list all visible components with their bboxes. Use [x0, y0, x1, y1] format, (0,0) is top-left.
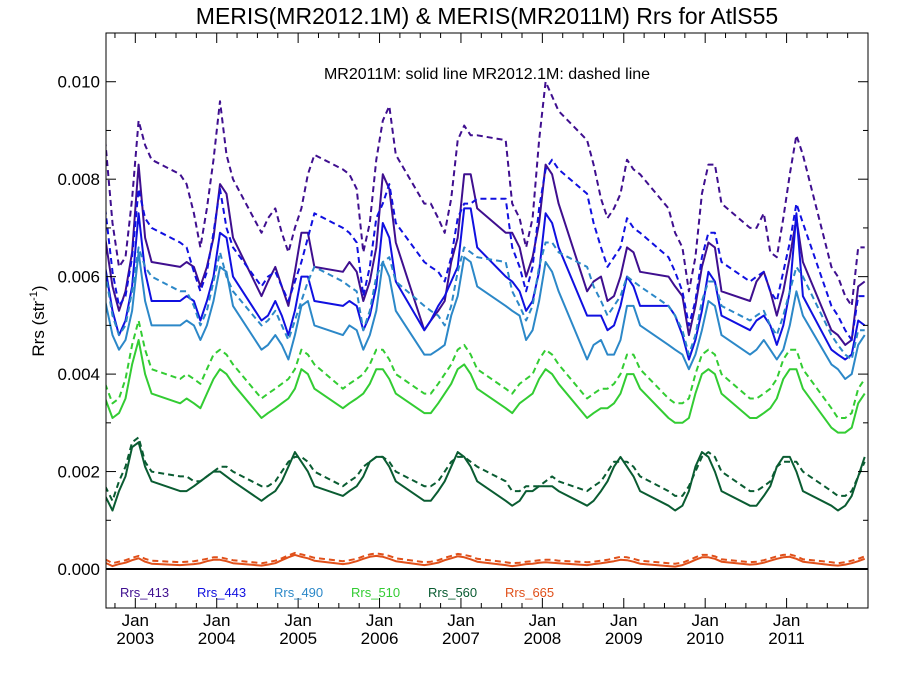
legend-item-rrs-665: Rrs_665 [505, 585, 554, 600]
rrs-490-solid-line [106, 251, 866, 380]
rrs-510-solid-line [106, 339, 866, 434]
rrs-665-dashed-line [106, 551, 866, 565]
x-tick-month-label: Jan [610, 611, 637, 630]
legend-item-rrs-510: Rrs_510 [351, 585, 400, 600]
x-tick-year-label: 2003 [116, 629, 154, 648]
x-tick-year-label: 2010 [686, 629, 724, 648]
x-tick-year-label: 2007 [442, 629, 480, 648]
rrs-490-dashed-line [106, 241, 865, 361]
y-tick-label: 0.010 [57, 73, 100, 92]
rrs-510-dashed-line [106, 319, 866, 419]
rrs-443-dashed-line [106, 158, 865, 341]
line-style-annotation: MR2011M: solid line MR2012.1M: dashed li… [324, 66, 650, 83]
x-tick-year-label: 2008 [523, 629, 561, 648]
rrs-560-solid-line [106, 441, 866, 512]
x-tick-month-label: Jan [366, 611, 393, 630]
y-axis-label-superscript: -1 [28, 291, 40, 301]
x-tick-month-label: Jan [529, 611, 556, 630]
x-tick-month-label: Jan [773, 611, 800, 630]
plot-area [106, 80, 868, 571]
rrs-413-solid-line [106, 163, 866, 346]
x-tick-month-label: Jan [122, 611, 149, 630]
x-tick-year-label: 2011 [768, 629, 805, 648]
axis-ticks: 0.0000.0020.0040.0060.0080.010Jan2003Jan… [57, 33, 868, 648]
x-tick-year-label: 2006 [361, 629, 399, 648]
series-group [106, 80, 868, 571]
x-tick-month-label: Jan [447, 611, 474, 630]
y-tick-label: 0.006 [57, 268, 100, 287]
plot-frame [105, 32, 869, 609]
x-tick-year-label: 2004 [198, 629, 236, 648]
legend: Rrs_413 Rrs_443 Rrs_490 Rrs_510 Rrs_560 Rrs_6… [120, 585, 554, 600]
rrs-443-solid-line [106, 207, 866, 361]
legend-item-rrs-490: Rrs_490 [274, 585, 323, 600]
x-tick-month-label: Jan [691, 611, 718, 630]
y-axis-label-main: Rrs (str [29, 301, 48, 357]
legend-item-rrs-443: Rrs_443 [197, 585, 246, 600]
x-tick-month-label: Jan [203, 611, 230, 630]
y-tick-label: 0.002 [57, 463, 100, 482]
y-axis-label-end: ) [29, 285, 48, 291]
y-tick-label: 0.008 [57, 170, 100, 189]
x-tick-month-label: Jan [284, 611, 311, 630]
x-tick-year-label: 2005 [279, 629, 317, 648]
rrs-560-dashed-line [106, 436, 866, 502]
x-tick-year-label: 2009 [605, 629, 643, 648]
y-axis-label: Rrs (str-1) [28, 285, 48, 356]
rrs-413-dashed-line [106, 80, 865, 307]
y-tick-label: 0.000 [57, 560, 100, 579]
y-tick-label: 0.004 [57, 365, 100, 384]
chart-title: MERIS(MR2012.1M) & MERIS(MR2011M) Rrs fo… [196, 3, 778, 29]
legend-item-rrs-560: Rrs_560 [428, 585, 477, 600]
rrs-665-solid-line [106, 553, 866, 568]
legend-item-rrs-413: Rrs_413 [120, 585, 169, 600]
